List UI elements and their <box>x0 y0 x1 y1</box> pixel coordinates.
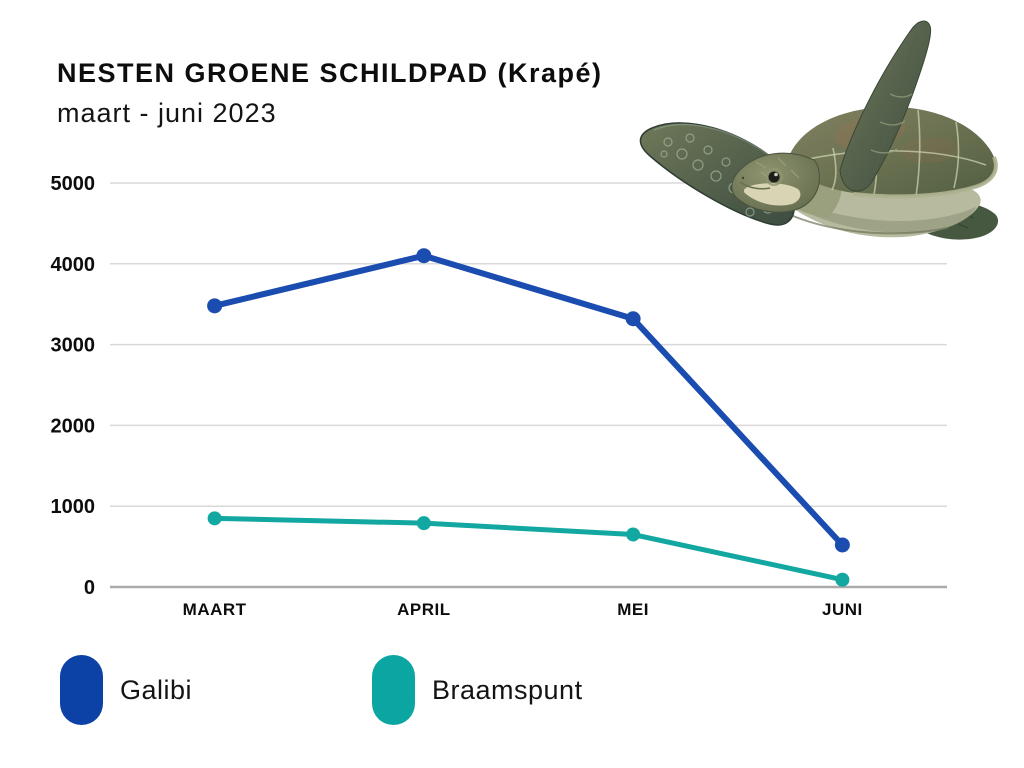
chart-legend: Galibi Braamspunt <box>0 655 1024 727</box>
data-point-braamspunt-juni <box>835 572 850 587</box>
x-tick-label-maart: MAART <box>183 600 247 619</box>
sea-turtle-illustration <box>639 20 999 240</box>
chart-header: NESTEN GROENE SCHILDPAD (Krapé) maart - … <box>57 58 603 129</box>
y-tick-label-3000: 3000 <box>51 335 96 357</box>
legend-item-braamspunt: Braamspunt <box>372 655 583 725</box>
legend-label-braamspunt: Braamspunt <box>432 674 583 705</box>
x-tick-label-juni: JUNI <box>822 600 863 619</box>
turtle-image <box>628 2 1020 248</box>
line-chart: 0 1000 2000 3000 4000 5000 MAART APRIL MEI JUNI <box>51 173 947 619</box>
x-tick-label-mei: MEI <box>617 600 649 619</box>
data-point-braamspunt-april <box>416 516 431 531</box>
y-tick-label-4000: 4000 <box>51 254 96 276</box>
y-tick-label-5000: 5000 <box>51 173 96 195</box>
legend-swatch-galibi <box>60 655 103 725</box>
page-subtitle: maart - juni 2023 <box>57 98 277 128</box>
x-tick-label-april: APRIL <box>397 600 451 619</box>
legend-label-galibi: Galibi <box>120 674 193 705</box>
y-tick-label-0: 0 <box>84 577 95 599</box>
legend-item-galibi: Galibi <box>60 655 192 725</box>
data-point-braamspunt-maart <box>207 511 222 526</box>
data-point-galibi-april <box>416 248 432 264</box>
data-point-galibi-maart <box>207 298 223 314</box>
turtle-eye <box>768 171 780 183</box>
page-title: NESTEN GROENE SCHILDPAD (Krapé) <box>57 58 603 88</box>
turtle-eye-ring <box>765 168 783 186</box>
legend-swatch-braamspunt <box>372 655 415 725</box>
series-line-galibi <box>211 252 846 548</box>
data-point-braamspunt-mei <box>626 527 641 542</box>
data-point-galibi-mei <box>625 311 641 327</box>
y-tick-label-2000: 2000 <box>51 415 96 437</box>
y-tick-label-1000: 1000 <box>51 496 96 518</box>
series-line-braamspunt <box>212 515 845 583</box>
data-point-galibi-juni <box>834 537 850 553</box>
